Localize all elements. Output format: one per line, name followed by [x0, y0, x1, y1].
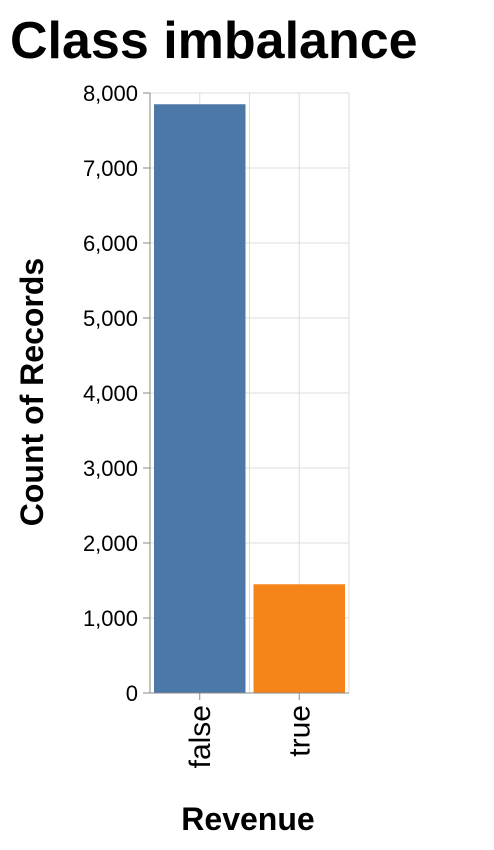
y-tick-label: 5,000: [83, 306, 138, 331]
bar-false: [154, 104, 246, 693]
axes: 0 1,000 2,000 3,000 4,000 5,000 6,000 7,000 8,00…: [83, 81, 349, 768]
y-tick-label: 4,000: [83, 381, 138, 406]
chart-title: Class imbalance: [10, 12, 418, 70]
x-tick-label: false: [184, 705, 217, 768]
y-tick-label: 3,000: [83, 456, 138, 481]
y-tick-label: 6,000: [83, 231, 138, 256]
x-axis-title: Revenue: [181, 801, 314, 837]
y-tick-label: 7,000: [83, 156, 138, 181]
bar-true: [253, 584, 345, 693]
y-tick-label: 8,000: [83, 81, 138, 106]
y-axis-title: Count of Records: [14, 258, 50, 526]
y-tick-label: 1,000: [83, 606, 138, 631]
y-tick-label: 0: [126, 681, 138, 706]
y-tick-label: 2,000: [83, 531, 138, 556]
x-tick-label: true: [283, 705, 316, 757]
bars: [154, 104, 345, 693]
